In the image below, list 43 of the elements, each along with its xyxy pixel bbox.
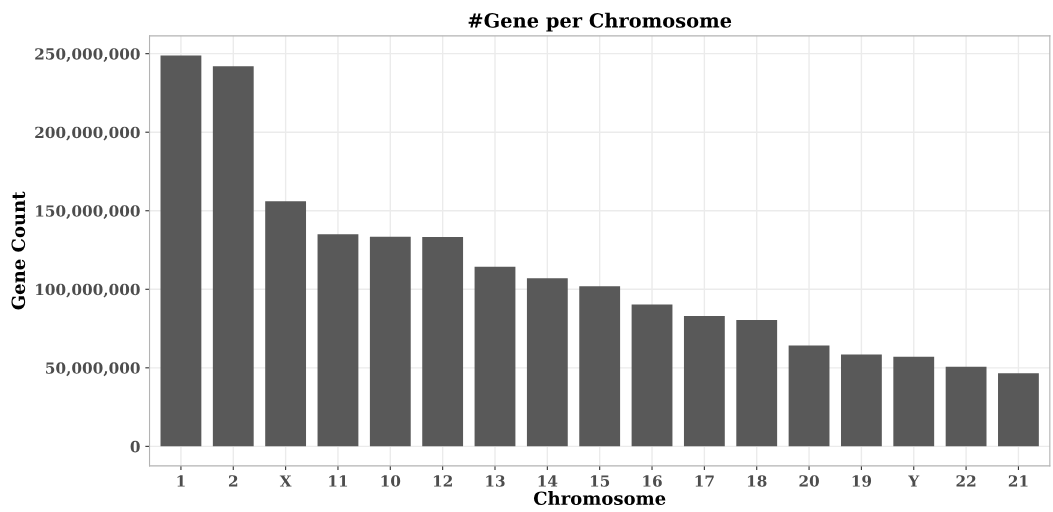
- y-tick-label: 200,000,000: [35, 126, 140, 141]
- x-tick-label: X: [279, 475, 292, 487]
- x-tick-label: 20: [799, 475, 819, 487]
- x-tick-label: 14: [538, 475, 558, 487]
- x-tick-label: 21: [1008, 475, 1028, 487]
- bar: [160, 55, 202, 447]
- x-tick-label: 18: [747, 475, 767, 487]
- x-tick-label: Y: [908, 475, 920, 487]
- y-tick-label: 150,000,000: [36, 205, 140, 220]
- bar: [317, 234, 359, 447]
- bar: [998, 373, 1039, 447]
- bar: [840, 354, 882, 447]
- bar: [631, 304, 673, 447]
- bar: [474, 266, 516, 447]
- bar: [422, 236, 464, 447]
- x-tick-label: 22: [956, 475, 976, 487]
- x-tick-label: 12: [433, 475, 452, 487]
- y-tick-label: 50,000,000: [46, 362, 140, 377]
- x-axis-title: Chromosome: [533, 491, 666, 506]
- bar: [945, 366, 987, 447]
- bar: [788, 345, 830, 447]
- y-tick-label: 0: [130, 440, 140, 453]
- bar: [736, 320, 778, 447]
- bar: [526, 278, 568, 447]
- x-tick-label: 19: [852, 475, 872, 487]
- x-tick-label: 11: [329, 475, 348, 487]
- x-tick-label: 13: [486, 475, 505, 487]
- x-tick-label: 16: [643, 475, 662, 487]
- bar: [212, 66, 254, 447]
- bar: [265, 201, 307, 447]
- x-tick-label: 10: [381, 475, 401, 487]
- x-tick-label: 15: [590, 475, 610, 487]
- bar: [369, 236, 411, 447]
- y-tick-label: 250,000,000: [35, 48, 140, 62]
- x-tick-label: 1: [177, 475, 185, 487]
- y-tick-label: 100,000,000: [36, 283, 140, 298]
- bar: [893, 356, 935, 447]
- chart-title: #Gene per Chromosome: [468, 12, 732, 32]
- x-tick-label: 17: [695, 475, 714, 487]
- bar: [579, 286, 621, 447]
- y-axis-title: Gene Count: [11, 191, 26, 310]
- x-tick-label: 2: [228, 475, 238, 487]
- bar: [683, 315, 725, 447]
